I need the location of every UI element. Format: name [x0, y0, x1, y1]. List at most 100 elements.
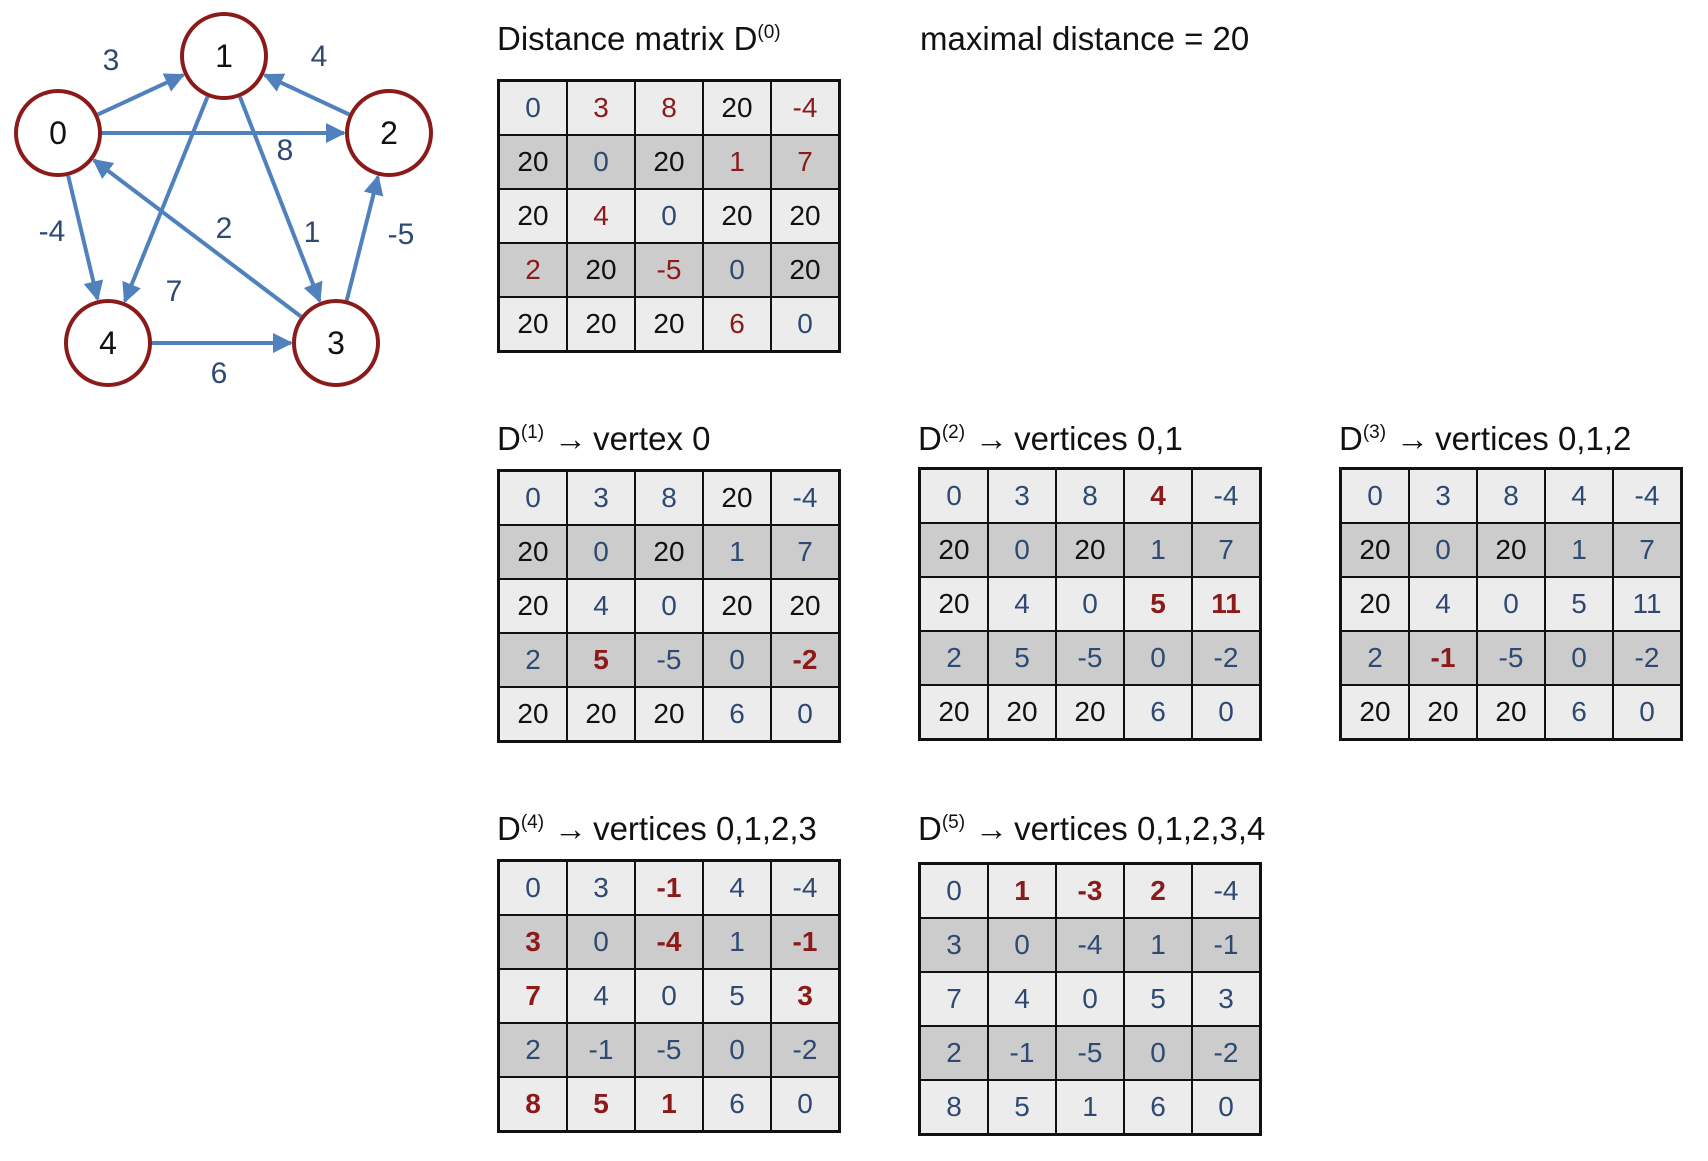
matrix-cell: -4 — [770, 79, 841, 136]
matrix-cell: 5 — [987, 630, 1057, 686]
matrix-cell: 0 — [702, 242, 772, 298]
matrix-title-d4: D(4) → vertices 0,1,2,3 — [497, 810, 817, 848]
vertex-circle — [14, 89, 102, 177]
matrix-cell: -4 — [1612, 467, 1683, 524]
title-sup: (5) — [941, 812, 966, 833]
matrix-row: 0 3 8 4 -4 — [1339, 467, 1683, 524]
matrix-cell: 6 — [1544, 684, 1614, 741]
arrow-icon: → — [554, 810, 588, 847]
matrix-cell: 20 — [918, 522, 989, 578]
matrix-cell: 0 — [1408, 522, 1478, 578]
matrix-row: 2 -1 -5 0 -2 — [918, 1025, 1262, 1081]
matrix-cell: -1 — [1191, 917, 1262, 973]
matrix-cell: 0 — [566, 914, 636, 970]
matrix-cell: 3 — [918, 917, 989, 973]
matrix-cell: 7 — [497, 968, 568, 1024]
matrix-cell: 20 — [497, 578, 568, 634]
matrix-cell: 20 — [1476, 684, 1546, 741]
edge-weight-label: 3 — [103, 44, 120, 77]
matrix-cell: 20 — [918, 576, 989, 632]
title-base: D — [918, 810, 942, 847]
matrix-cell: 0 — [566, 134, 636, 190]
matrix-cell: 2 — [918, 1025, 989, 1081]
vertex-label: 0 — [49, 115, 67, 151]
title-prefix: Distance matrix — [497, 20, 734, 57]
matrix-cell: -3 — [1055, 862, 1125, 919]
matrix-cell: 20 — [497, 188, 568, 244]
matrix-cell: 0 — [987, 917, 1057, 973]
matrix-cell: 20 — [702, 469, 772, 526]
vertex-circle — [64, 299, 152, 387]
vertex-circle — [345, 89, 433, 177]
matrix-title-d5: D(5) → vertices 0,1,2,3,4 — [918, 810, 1265, 848]
matrix-cell: 0 — [1055, 971, 1125, 1027]
matrix-cell: 20 — [566, 242, 636, 298]
matrix-cell: 5 — [1123, 576, 1193, 632]
matrix-cell: 8 — [497, 1076, 568, 1133]
matrix-cell: 5 — [1123, 971, 1193, 1027]
matrix-cell: 1 — [634, 1076, 704, 1133]
matrix-cell: 1 — [1055, 1079, 1125, 1136]
matrix-cell: 0 — [634, 188, 704, 244]
matrix-cell: 0 — [702, 632, 772, 688]
matrix-row: 0 3 8 20 -4 — [497, 469, 841, 526]
matrix-cell: -5 — [634, 1022, 704, 1078]
matrix-cell: 0 — [770, 1076, 841, 1133]
matrix-cell: 4 — [987, 971, 1057, 1027]
matrix-cell: 0 — [1544, 630, 1614, 686]
matrix-cell: 1 — [987, 862, 1057, 919]
matrix-cell: 2 — [918, 630, 989, 686]
matrix-cell: 0 — [497, 469, 568, 526]
matrix-cell: -4 — [634, 914, 704, 970]
title-sup: (4) — [520, 812, 545, 833]
matrix-cell: 0 — [1123, 1025, 1193, 1081]
matrix-cell: 6 — [1123, 684, 1193, 741]
arrow-icon: → — [1396, 420, 1430, 457]
matrix-cell: 0 — [702, 1022, 772, 1078]
matrix-cell: -4 — [770, 469, 841, 526]
matrix-cell: 0 — [770, 686, 841, 743]
matrix-cell: 1 — [702, 914, 772, 970]
vertex-label: 2 — [380, 115, 398, 151]
matrix-cell: 20 — [987, 684, 1057, 741]
matrix-row: 20 0 20 1 7 — [497, 524, 841, 580]
matrix-cell: -1 — [1408, 630, 1478, 686]
matrix-cell: 0 — [987, 522, 1057, 578]
matrix-row: 3 0 -4 1 -1 — [497, 914, 841, 970]
edge-weight-label: 4 — [311, 40, 328, 73]
matrix-cell: 20 — [1339, 522, 1410, 578]
matrix-cell: 3 — [497, 914, 568, 970]
matrix-row: 20 4 0 20 20 — [497, 188, 841, 244]
matrix-cell: 7 — [770, 134, 841, 190]
matrix-cell: 7 — [1191, 522, 1262, 578]
matrix-cell: 0 — [1339, 467, 1410, 524]
matrix-cell: 20 — [770, 578, 841, 634]
matrix-cell: 2 — [497, 242, 568, 298]
matrix-cell: 7 — [918, 971, 989, 1027]
edge-arrow — [344, 174, 384, 301]
matrix-cell: 8 — [918, 1079, 989, 1136]
matrix-cell: 3 — [566, 859, 636, 916]
matrix-row: 0 3 8 20 -4 — [497, 79, 841, 136]
matrix-cell: -4 — [1055, 917, 1125, 973]
edge-weight-label: 2 — [216, 212, 233, 245]
matrix-cell: 5 — [987, 1079, 1057, 1136]
matrix-cell: 20 — [702, 578, 772, 634]
matrix-cell: 20 — [1055, 684, 1125, 741]
matrix-cell: 8 — [1476, 467, 1546, 524]
edge-arrow — [238, 96, 323, 303]
matrix-cell: 0 — [1123, 630, 1193, 686]
matrix-cell: 5 — [1544, 576, 1614, 632]
edge-arrow — [262, 73, 350, 117]
matrix-cell: 11 — [1191, 576, 1262, 632]
vertex-label: 1 — [215, 38, 233, 74]
matrix-cell: 20 — [1339, 684, 1410, 741]
edge-arrow — [66, 175, 104, 302]
matrix-cell: 5 — [702, 968, 772, 1024]
matrix-cell: 1 — [702, 524, 772, 580]
matrix-cell: 3 — [987, 467, 1057, 524]
matrix-cell: 20 — [497, 296, 568, 353]
